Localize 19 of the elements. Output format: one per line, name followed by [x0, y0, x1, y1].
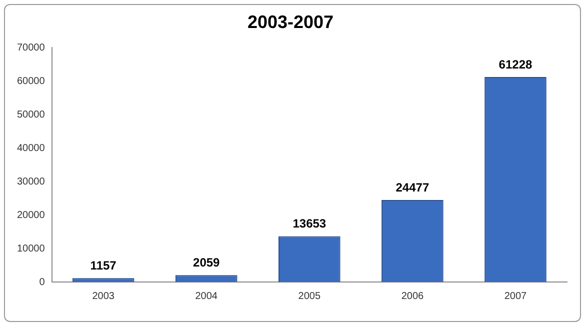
data-label: 1157: [90, 258, 117, 272]
x-tick-label: 2004: [195, 290, 218, 302]
y-tick-label: 60000: [16, 76, 46, 87]
x-tick-label: 2005: [298, 290, 321, 302]
chart-title: 2003-2007: [247, 12, 334, 32]
y-tick-label: 10000: [16, 243, 46, 254]
y-tick-label: 20000: [16, 210, 46, 221]
y-tick-label: 70000: [16, 42, 46, 54]
data-label: 13653: [292, 216, 326, 231]
y-tick-label: 30000: [16, 176, 46, 188]
x-tick-label: 2006: [401, 290, 424, 302]
x-tick-label: 2007: [504, 290, 528, 302]
y-tick-label: 50000: [16, 109, 46, 120]
y-tick-label: 0: [39, 276, 46, 288]
data-label: 61228: [498, 57, 532, 72]
data-label: 2059: [193, 255, 220, 270]
y-tick-label: 40000: [16, 142, 46, 154]
x-tick-label: 2003: [92, 290, 115, 302]
data-label: 24477: [396, 180, 430, 194]
